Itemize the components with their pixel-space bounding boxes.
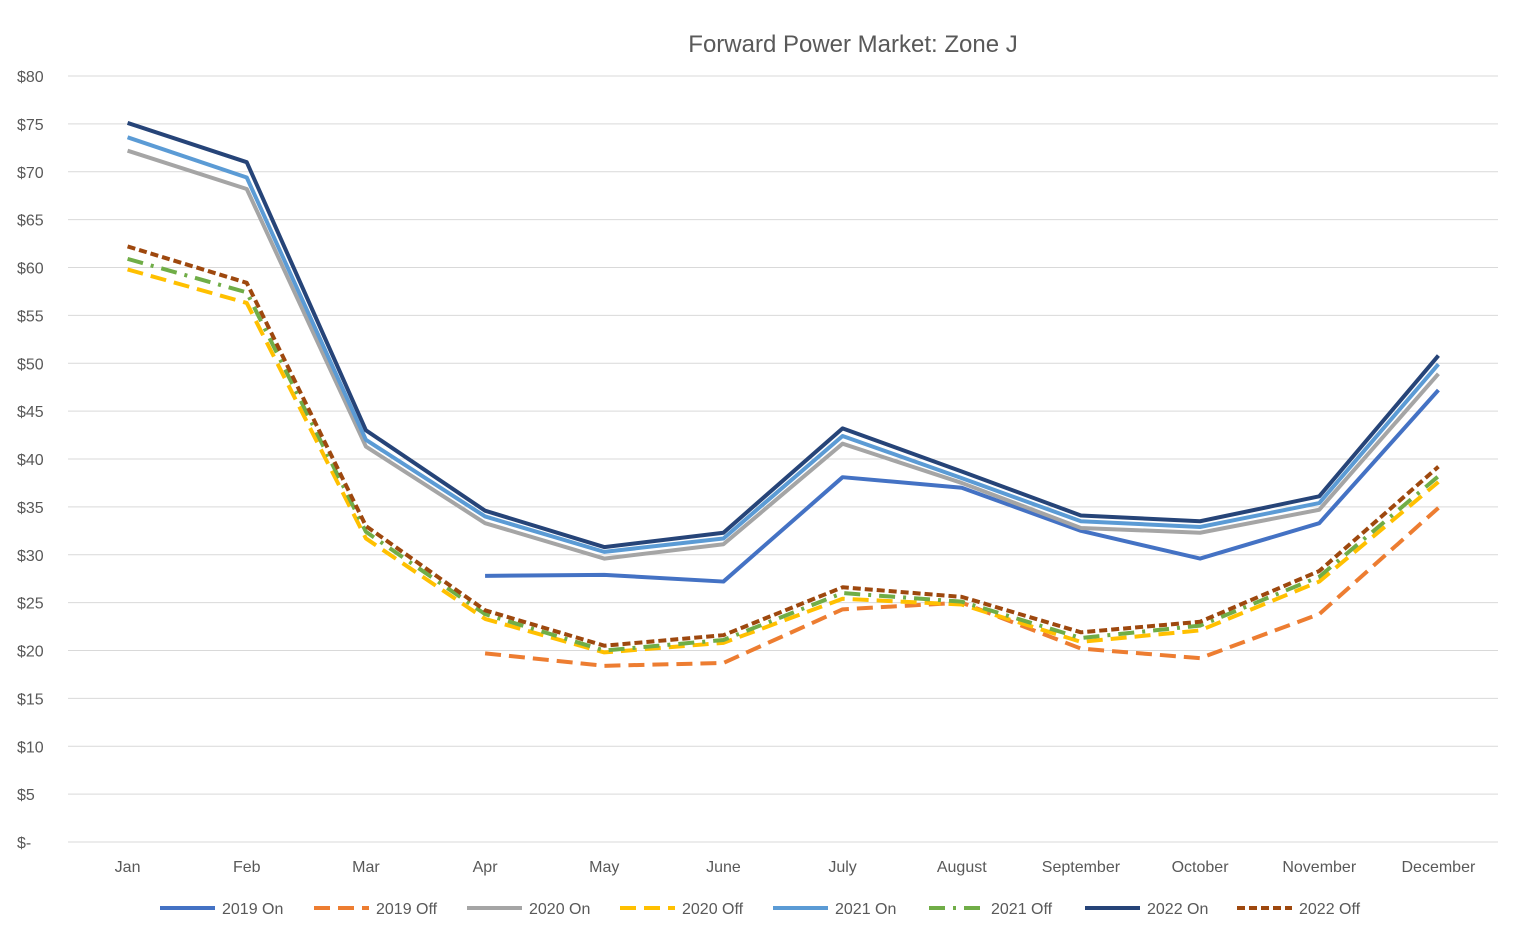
x-tick-label: May (589, 859, 619, 876)
legend-label: 2022 On (1147, 901, 1208, 918)
x-tick-label: Jan (115, 859, 141, 876)
y-tick-label: $20 (17, 644, 44, 661)
y-tick-label: $35 (17, 500, 44, 517)
y-tick-label: $70 (17, 165, 44, 182)
series-line-2022-on (126, 121, 1440, 550)
x-tick-label: Apr (473, 859, 499, 876)
x-tick-label: June (706, 859, 741, 876)
series-line-2019-on (485, 388, 1440, 584)
y-tick-label: $30 (17, 548, 44, 565)
x-tick-label: September (1042, 859, 1121, 876)
legend-label: 2021 On (835, 901, 896, 918)
x-tick-label: November (1282, 859, 1356, 876)
legend: 2019 On 2019 Off 2020 On 2020 Off 2021 On 202… (160, 901, 1361, 918)
x-tick-label: December (1402, 859, 1476, 876)
x-tick-label: Mar (352, 859, 380, 876)
legend-label: 2019 On (222, 901, 283, 918)
y-tick-label: $55 (17, 308, 44, 325)
y-tick-label: $5 (17, 787, 35, 804)
y-tick-label: $25 (17, 596, 44, 613)
y-tick-label: $80 (17, 69, 44, 86)
y-tick-label: $75 (17, 117, 44, 134)
y-tick-label: $65 (17, 213, 44, 230)
y-tick-label: $15 (17, 691, 44, 708)
legend-label: 2020 Off (682, 901, 744, 918)
series-line-2022-off (126, 244, 1440, 648)
legend-label: 2021 Off (991, 901, 1053, 918)
legend-label: 2022 Off (1299, 901, 1361, 918)
x-tick-label: October (1172, 859, 1230, 876)
chart-title: Forward Power Market: Zone J (688, 31, 1017, 58)
y-tick-label: $40 (17, 452, 44, 469)
y-tick-label: $45 (17, 404, 44, 421)
series-line-2021-off (127, 256, 1440, 653)
legend-label: 2019 Off (376, 901, 438, 918)
x-tick-label: July (828, 859, 856, 876)
y-tick-label: $50 (17, 356, 44, 373)
series-lines (126, 121, 1440, 668)
series-line-2021-on (126, 135, 1440, 554)
legend-label: 2020 On (529, 901, 590, 918)
y-tick-label: $- (17, 835, 31, 852)
series-line-2020-on (126, 148, 1440, 561)
y-tick-label: $60 (17, 261, 44, 278)
y-axis-ticks: $- $5 $10 $15 $20 $25 $30 $35 $40 $45 $50 $55 $60 $65… (17, 69, 44, 852)
x-axis-ticks: Jan Feb Mar Apr May June July August September Oc… (115, 859, 1476, 876)
x-tick-label: August (937, 859, 987, 876)
y-tick-label: $10 (17, 739, 44, 756)
x-tick-label: Feb (233, 859, 261, 876)
gridlines (68, 75, 1498, 843)
series-line-2020-off (127, 267, 1440, 655)
